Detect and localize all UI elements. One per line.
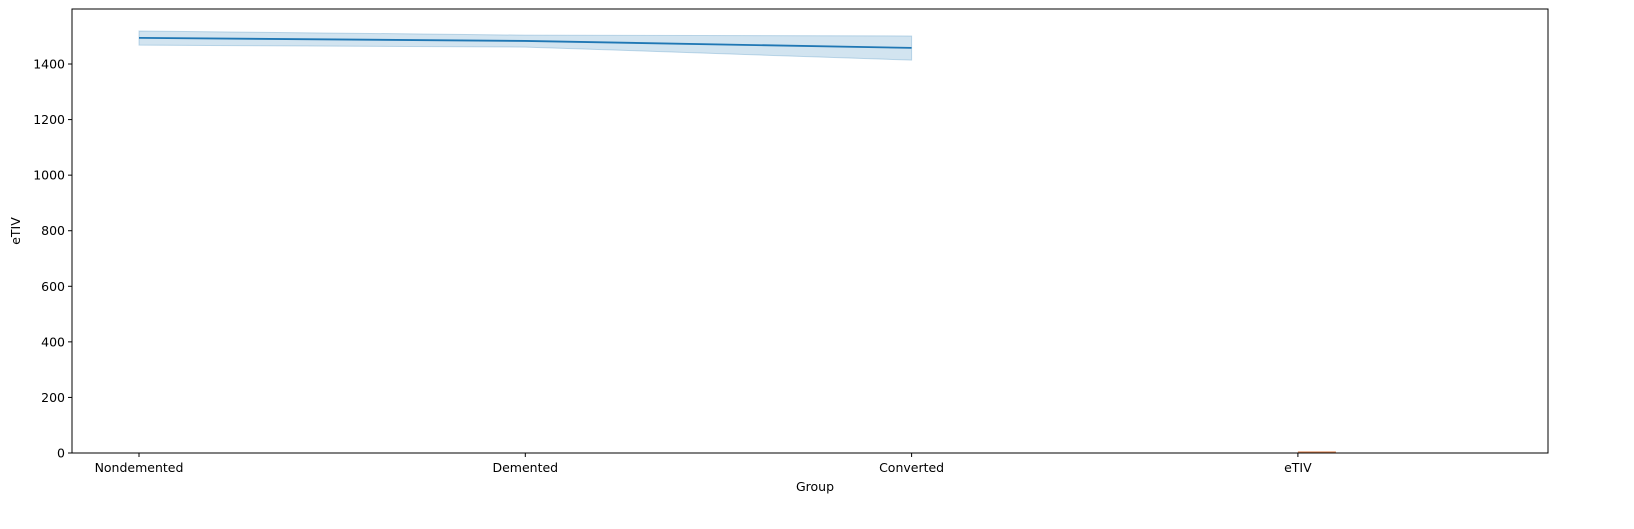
line [138, 36, 912, 49]
y-tick-label: 1200 [33, 112, 65, 127]
bar [1297, 451, 1336, 453]
y-tick-label: 600 [41, 279, 65, 294]
y-tick-label: 1000 [33, 168, 65, 183]
y-tick-label: 0 [57, 446, 65, 461]
y-tick-label: 400 [41, 334, 65, 349]
x-axis-label: Group [796, 479, 834, 494]
confidence-band [138, 30, 913, 61]
y-tick-label: 1400 [33, 57, 65, 72]
plot-frame [71, 8, 1549, 454]
y-tick-label: 200 [41, 390, 65, 405]
y-tick-label: 800 [41, 223, 65, 238]
x-tick-label: Nondemented [95, 460, 184, 475]
x-tick-label: Converted [879, 460, 944, 475]
x-tick-label: Demented [492, 460, 558, 475]
y-axis-label: eTIV [8, 217, 23, 245]
x-tick-label: eTIV [1284, 460, 1312, 475]
